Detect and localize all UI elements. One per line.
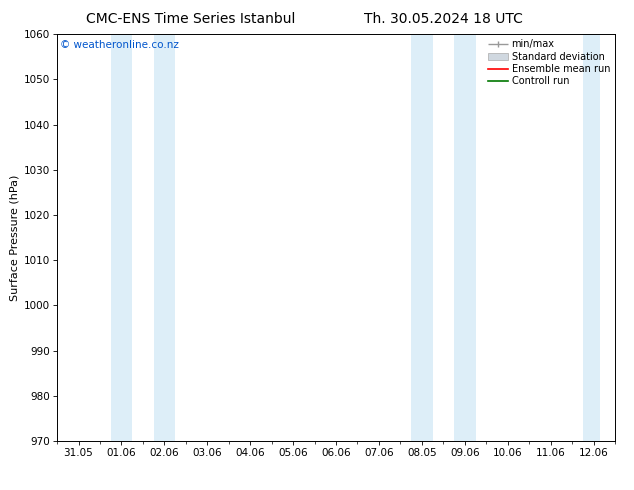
Legend: min/max, Standard deviation, Ensemble mean run, Controll run: min/max, Standard deviation, Ensemble me… [488,39,610,86]
Bar [153,34,175,441]
Bar [454,34,476,441]
Bar [411,34,432,441]
Text: © weatheronline.co.nz: © weatheronline.co.nz [60,40,179,50]
Bar [583,34,600,441]
Y-axis label: Surface Pressure (hPa): Surface Pressure (hPa) [10,174,20,301]
Bar [111,34,132,441]
Text: Th. 30.05.2024 18 UTC: Th. 30.05.2024 18 UTC [365,12,523,26]
Text: CMC-ENS Time Series Istanbul: CMC-ENS Time Series Istanbul [86,12,295,26]
